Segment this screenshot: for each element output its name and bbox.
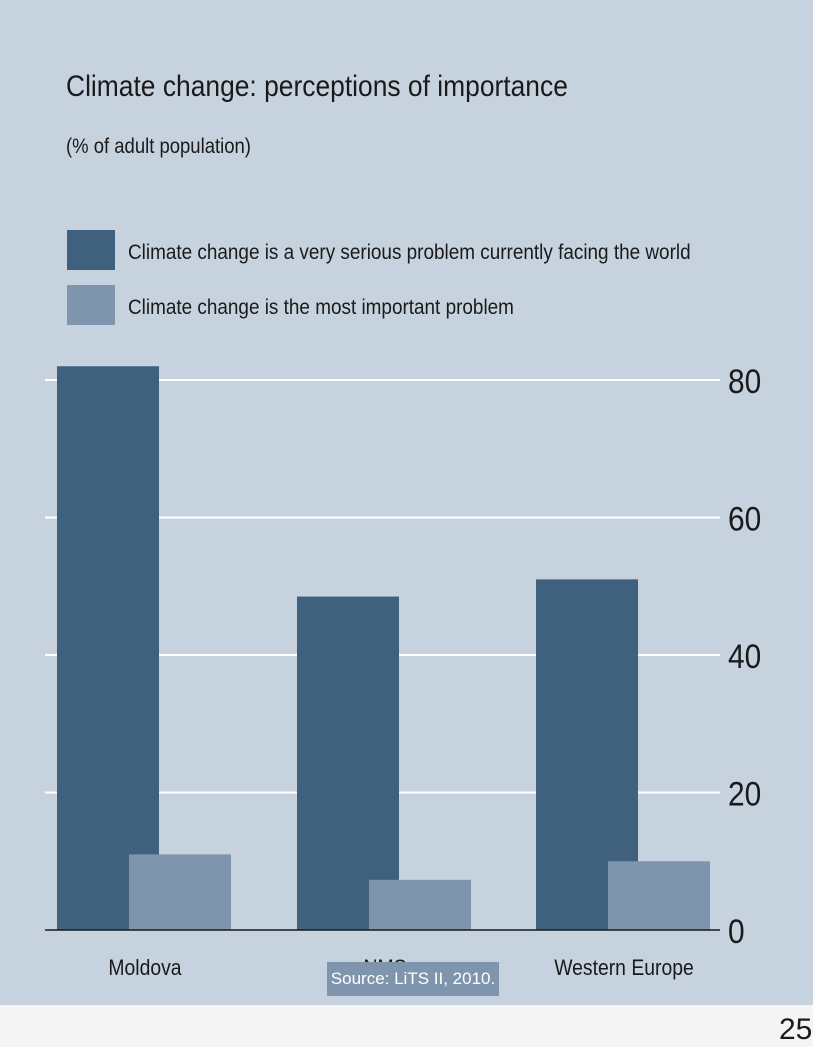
bar-nms-series-1 — [297, 596, 399, 930]
page-number: 25 — [779, 1013, 813, 1046]
legend-label-very-serious: Climate change is a very serious problem… — [128, 240, 691, 264]
y-tick-label: 0 — [728, 912, 745, 950]
y-tick-label: 20 — [728, 775, 761, 813]
chart-title: Climate change: perceptions of importanc… — [66, 70, 568, 103]
bar-moldova-series-2 — [129, 854, 231, 930]
legend-label-most-important: Climate change is the most important pro… — [128, 295, 514, 319]
bar-western-europe-series-2 — [608, 861, 710, 930]
chart-panel: Climate change: perceptions of importanc… — [0, 0, 813, 1005]
bar-chart: 806040200MoldovaNMSWestern Europe — [45, 362, 761, 980]
bar-moldova-series-1 — [57, 366, 159, 930]
legend-swatch-most-important — [67, 285, 115, 325]
y-tick-label: 40 — [728, 637, 761, 675]
y-tick-label: 60 — [728, 500, 761, 538]
source-note: Source: LiTS II, 2010. — [327, 962, 499, 996]
x-category-label: Moldova — [108, 956, 182, 980]
y-tick-label: 80 — [728, 362, 761, 400]
legend-swatch-very-serious — [67, 230, 115, 270]
bar-nms-series-2 — [369, 879, 471, 930]
chart-subtitle: (% of adult population) — [66, 135, 251, 158]
x-category-label: Western Europe — [554, 956, 694, 980]
